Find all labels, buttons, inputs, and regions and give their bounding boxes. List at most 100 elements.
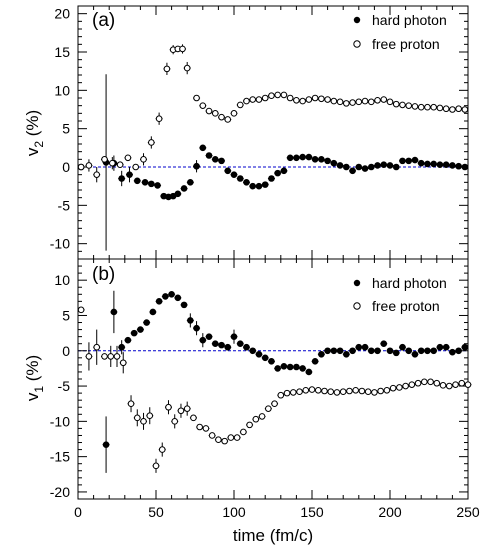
hard-photon-point bbox=[268, 358, 275, 365]
panel-b-y-axis-title: v1 (%) bbox=[23, 355, 46, 401]
free-proton-point bbox=[199, 102, 207, 109]
free-proton-point bbox=[361, 97, 369, 105]
free-proton-point bbox=[177, 407, 185, 415]
free-proton-point bbox=[455, 105, 462, 113]
free-proton-point bbox=[277, 391, 285, 399]
hard-photon-point bbox=[442, 161, 450, 168]
free-proton-point bbox=[308, 386, 316, 393]
hard-photon-point bbox=[199, 336, 207, 344]
hard-photon-point bbox=[130, 329, 138, 337]
free-proton-point bbox=[402, 382, 409, 390]
free-proton-point bbox=[371, 389, 378, 396]
free-proton-point bbox=[116, 161, 124, 168]
hard-photon-point bbox=[174, 190, 182, 198]
hard-photon-point bbox=[236, 175, 244, 182]
free-proton-point bbox=[346, 387, 353, 395]
hard-photon-point bbox=[386, 162, 394, 169]
free-proton-point bbox=[286, 94, 294, 102]
free-proton-point bbox=[109, 159, 116, 167]
x-tick-label: 50 bbox=[148, 504, 164, 520]
free-proton-point bbox=[196, 423, 203, 431]
free-proton-point bbox=[255, 96, 263, 103]
hard-photon-point bbox=[143, 319, 150, 326]
free-proton-point bbox=[163, 65, 171, 73]
free-proton-point bbox=[389, 384, 397, 392]
hard-photon-point bbox=[411, 156, 419, 164]
hard-photon-point bbox=[324, 157, 331, 165]
hard-photon-point bbox=[162, 293, 169, 300]
free-proton-point bbox=[190, 414, 197, 422]
x-tick-label: 0 bbox=[74, 504, 82, 520]
y-tick-label: 10 bbox=[54, 82, 70, 98]
hard-photon-point bbox=[236, 340, 244, 348]
hard-photon-point bbox=[293, 363, 300, 371]
panel-b-frame bbox=[77, 258, 469, 500]
free-proton-point bbox=[339, 388, 347, 396]
free-proton-point bbox=[221, 437, 228, 445]
free-proton-point bbox=[246, 421, 253, 429]
hard-photon-point bbox=[218, 341, 225, 349]
free-proton-point bbox=[392, 100, 400, 108]
free-proton-point bbox=[380, 96, 388, 103]
hard-photon-point bbox=[133, 177, 141, 185]
hard-photon-point bbox=[211, 340, 219, 348]
hard-photon-point bbox=[255, 350, 263, 358]
hard-photon-point bbox=[155, 298, 163, 305]
hard-photon-point bbox=[405, 157, 413, 165]
free-proton-point bbox=[427, 378, 434, 386]
hard-photon-point bbox=[280, 167, 288, 175]
free-proton-point bbox=[77, 306, 85, 314]
legend-hard-photon-label: hard photon bbox=[372, 275, 447, 291]
free-proton-point bbox=[452, 381, 459, 388]
hard-photon-point bbox=[230, 333, 238, 340]
free-proton-point bbox=[183, 405, 191, 412]
free-proton-point bbox=[202, 425, 210, 432]
free-proton-point bbox=[299, 97, 306, 105]
free-proton-point bbox=[439, 382, 447, 389]
hard-photon-point bbox=[299, 365, 306, 372]
free-proton-point bbox=[132, 163, 140, 171]
free-proton-point bbox=[183, 64, 191, 72]
free-proton-point bbox=[383, 386, 391, 394]
free-proton-point bbox=[85, 162, 93, 169]
panel-a-label: (a) bbox=[92, 10, 115, 31]
y-tick-label: 5 bbox=[62, 307, 70, 323]
free-proton-point bbox=[280, 91, 288, 99]
free-proton-point bbox=[140, 418, 147, 425]
hard-photon-point bbox=[380, 340, 388, 348]
hard-photon-point bbox=[436, 161, 444, 168]
hard-photon-point bbox=[430, 347, 437, 355]
hard-photon-point bbox=[249, 347, 257, 355]
hard-photon-point bbox=[305, 368, 313, 376]
hard-photon-point bbox=[255, 182, 263, 190]
hard-photon-point bbox=[187, 179, 194, 186]
panel-a-legend: hard photon free proton bbox=[353, 12, 447, 52]
legend-free-proton-label: free proton bbox=[372, 298, 440, 314]
free-proton-point bbox=[458, 379, 466, 387]
free-proton-point bbox=[352, 386, 359, 394]
free-proton-point bbox=[146, 412, 154, 420]
free-proton-point bbox=[193, 94, 200, 102]
free-proton-point bbox=[265, 405, 272, 412]
hard-photon-point bbox=[336, 162, 344, 169]
free-proton-point bbox=[127, 400, 135, 408]
free-proton-point bbox=[364, 388, 372, 396]
hard-photon-point bbox=[318, 350, 325, 358]
hard-photon-point bbox=[293, 154, 300, 162]
free-proton-point bbox=[205, 107, 213, 115]
hard-photon-point bbox=[274, 365, 281, 372]
hard-photon-point bbox=[305, 153, 313, 161]
free-proton-point bbox=[464, 381, 472, 388]
free-proton-point bbox=[302, 386, 310, 394]
y-tick-label: 20 bbox=[54, 6, 70, 22]
hard-photon-point bbox=[392, 163, 400, 171]
free-proton-point bbox=[236, 101, 244, 109]
hard-photon-point bbox=[224, 343, 232, 351]
free-proton-point bbox=[367, 98, 375, 106]
free-proton-point bbox=[152, 462, 160, 470]
free-proton-point bbox=[215, 436, 222, 444]
hard-photon-point bbox=[386, 347, 394, 355]
hard-photon-point bbox=[180, 301, 188, 309]
free-proton-point bbox=[430, 103, 437, 111]
hard-photon-point bbox=[118, 343, 125, 351]
